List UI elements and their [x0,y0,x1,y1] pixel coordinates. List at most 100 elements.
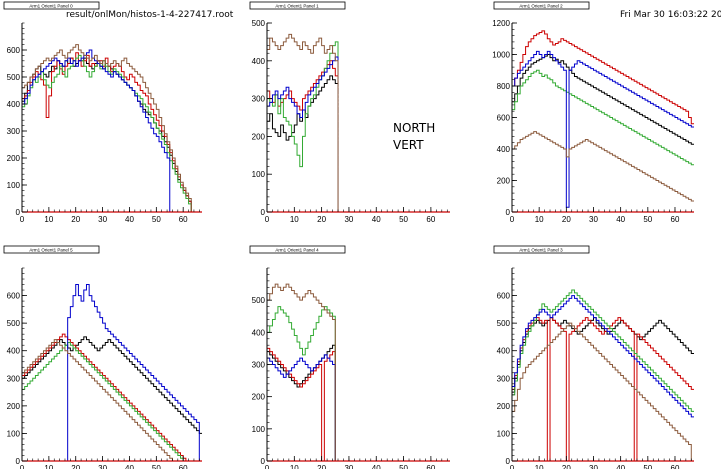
series-brown-line [511,322,694,462]
panel-title: Arm1 Orient1 Panel 4 [275,248,319,253]
series-blue-line [266,56,341,213]
y-tick-label: 400 [497,347,511,356]
x-tick-label: 30 [98,464,107,469]
annotation-north: NORTH [393,121,436,135]
x-tick-label: 10 [535,215,544,224]
y-tick-label: 500 [7,319,21,328]
y-tick-label: 100 [7,429,21,438]
series-green-line [21,341,202,462]
x-tick-label: 40 [125,215,134,224]
x-tick-label: 30 [344,215,353,224]
panel-title-box [3,245,100,254]
series-brown-line [266,33,341,213]
y-tick-label: 500 [7,73,21,82]
y-tick-label: 400 [7,100,21,109]
series-blue-line [511,50,694,212]
x-tick-label: 20 [71,464,80,469]
panel-title: Arm1 Orient1 Panel 2 [519,4,563,9]
x-tick-label: 20 [317,215,326,224]
series-green-line [511,69,694,212]
x-tick-label: 60 [671,215,680,224]
y-tick-label: 1200 [492,19,510,28]
series-brown-line [21,44,202,213]
series-red-line [21,333,202,462]
series-black-line [21,336,202,461]
series-red-line [266,347,339,462]
y-tick-label: 500 [252,296,266,305]
x-tick-label: 60 [426,464,435,469]
x-tick-label: 10 [535,464,544,469]
series-black-line [511,317,694,461]
series-brown-line [266,283,339,462]
y-tick-label: 200 [497,177,511,186]
x-tick-label: 40 [616,464,625,469]
y-tick-label: 500 [497,319,511,328]
panel-title: Arm1 Orient1 Panel 3 [519,248,563,253]
x-tick-label: 20 [317,464,326,469]
timestamp-label: Fri Mar 30 16:03:22 2007 [620,10,721,20]
series-brown-line [511,131,694,212]
panel-title-box [493,1,590,10]
x-tick-label: 30 [589,215,598,224]
panel-title-box [249,245,346,254]
x-tick-label: 60 [426,215,435,224]
y-tick-label: 0 [261,457,266,466]
y-tick-label: 0 [506,208,511,217]
x-tick-label: 60 [179,464,188,469]
x-tick-label: 0 [20,464,25,469]
series-green-line [21,54,202,213]
series-green-line [266,41,341,213]
y-tick-label: 400 [7,347,21,356]
series-red-line [511,30,694,212]
y-tick-label: 500 [252,19,266,28]
x-tick-label: 30 [589,464,598,469]
series-black-line [21,57,202,213]
y-tick-label: 600 [497,292,511,301]
y-tick-label: 600 [7,292,21,301]
annotation-vert: VERT [393,138,424,152]
x-tick-label: 10 [44,215,53,224]
x-tick-label: 0 [265,464,270,469]
series-green-line [266,306,339,462]
y-tick-label: 100 [7,181,21,190]
y-tick-label: 200 [497,402,511,411]
x-tick-label: 50 [152,215,161,224]
x-tick-label: 10 [290,464,299,469]
y-tick-label: 0 [261,208,266,217]
x-tick-label: 50 [399,464,408,469]
y-tick-label: 0 [506,457,511,466]
panel-title-box [3,1,100,10]
x-tick-label: 50 [643,464,652,469]
y-tick-label: 200 [7,154,21,163]
series-red-line [511,317,694,462]
x-tick-label: 20 [71,215,80,224]
y-tick-label: 100 [497,429,511,438]
y-tick-label: 400 [497,145,511,154]
x-tick-label: 0 [265,215,270,224]
x-tick-label: 40 [616,215,625,224]
y-tick-label: 0 [16,208,21,217]
x-tick-label: 50 [643,215,652,224]
series-green-line [511,289,694,461]
y-tick-label: 100 [252,425,266,434]
series-brown-line [21,339,202,462]
panel-title: Arm1 Orient1 Panel 5 [29,248,73,253]
series-blue-line [266,354,339,462]
x-tick-label: 0 [510,215,515,224]
y-tick-label: 800 [497,82,511,91]
x-tick-label: 30 [98,215,107,224]
y-tick-label: 100 [252,170,266,179]
y-tick-label: 200 [252,393,266,402]
y-tick-label: 400 [252,57,266,66]
x-tick-label: 40 [125,464,134,469]
file-path-label: result/onlMon/histos-1-4-227417.root [66,10,234,20]
y-tick-label: 300 [252,95,266,104]
y-tick-label: 300 [7,127,21,136]
x-tick-label: 60 [671,464,680,469]
y-tick-label: 200 [7,402,21,411]
y-tick-label: 0 [16,457,21,466]
series-blue-line [21,49,202,213]
y-tick-label: 400 [252,328,266,337]
y-tick-label: 300 [7,374,21,383]
